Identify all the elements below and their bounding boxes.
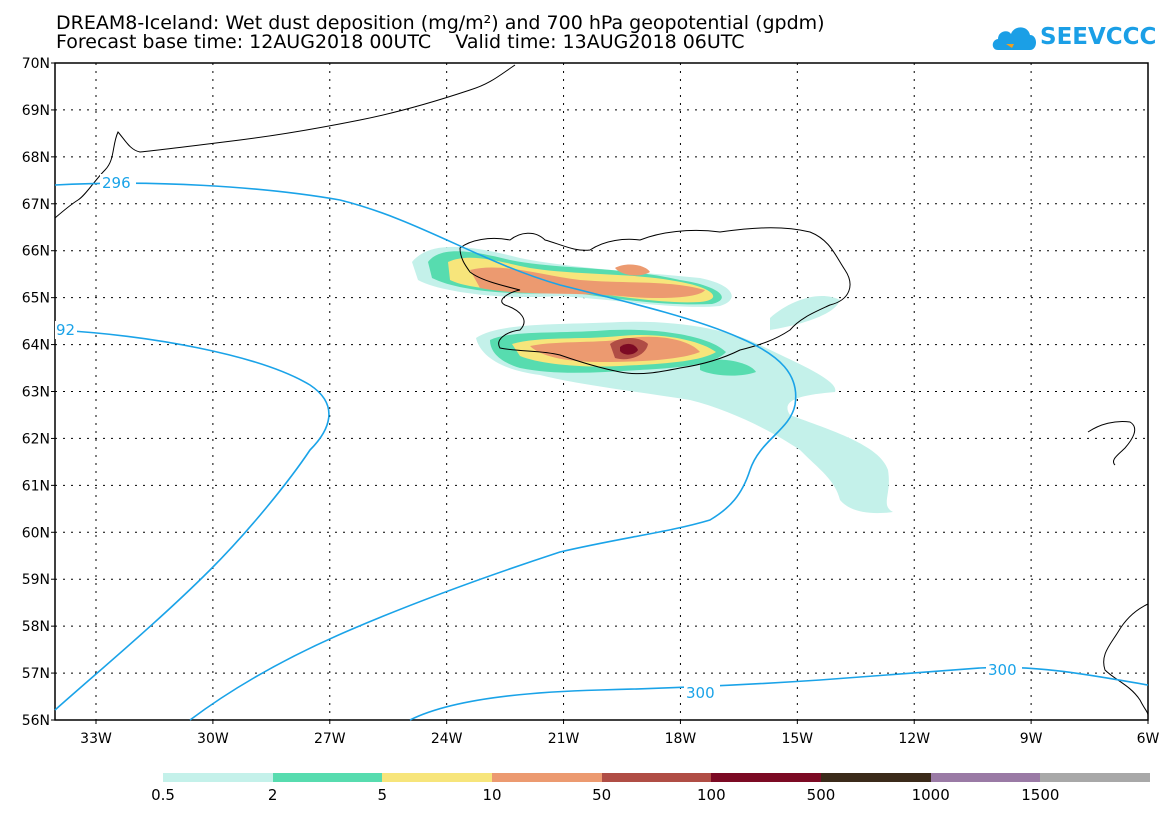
colorbar-label: 100 [697, 786, 726, 804]
latitude-tick-label: 69N [22, 103, 50, 119]
latitude-tick-label: 63N [22, 385, 50, 401]
contour-292 [54, 329, 330, 711]
longitude-tick-label: 12W [898, 731, 930, 747]
colorbar-label: 10 [482, 786, 502, 804]
faroe-islands-coast [1087, 421, 1136, 466]
dust-level-0.5 [770, 296, 840, 330]
longitude-tick-label: 24W [431, 731, 463, 747]
colorbar-swatch [930, 773, 1041, 782]
longitude-tick-label: 30W [197, 731, 229, 747]
contour-label-300-east: 300 [988, 661, 1017, 679]
seevccc-logo: SEEVCCC [990, 18, 1156, 58]
logo-text: SEEVCCC [1040, 24, 1157, 50]
contour-labels: 296 92 300 300 [55, 174, 1022, 702]
colorbar-label: 500 [806, 786, 836, 804]
latitude-tick-label: 70N [22, 56, 50, 72]
chart-title: DREAM8-Iceland: Wet dust deposition (mg/… [56, 12, 825, 34]
iceland-coast [459, 227, 851, 375]
latitude-tick-label: 57N [22, 666, 50, 682]
scotland-coast [1103, 603, 1149, 716]
greenland-coast [54, 64, 516, 219]
colorbar-swatch [821, 773, 931, 782]
longitude-tick-label: 33W [80, 731, 112, 747]
colorbar-label: 1500 [1021, 786, 1060, 804]
contour-296 [54, 182, 797, 721]
colorbar-label: 50 [592, 786, 612, 804]
colorbar-swatch [272, 773, 383, 782]
colorbar-label: 2 [267, 786, 278, 804]
latitude-tick-label: 58N [22, 619, 50, 635]
longitude-tick-label: 9W [1020, 731, 1043, 747]
longitude-tick-label: 6W [1137, 731, 1160, 747]
contour-300 [409, 666, 1149, 721]
colorbar-swatch [382, 773, 493, 782]
dust-deposition-fields [412, 246, 893, 514]
longitude-tick-label: 15W [781, 731, 813, 747]
latitude-tick-label: 62N [22, 431, 50, 447]
colorbar-swatch [492, 773, 602, 782]
contour-label-92: 92 [56, 321, 75, 339]
colorbar-swatch [163, 773, 273, 782]
latitude-tick-label: 60N [22, 525, 50, 541]
colorbar-swatch [601, 773, 712, 782]
coastlines [54, 64, 1149, 716]
colorbar [163, 773, 1151, 782]
latitude-tick-label: 61N [22, 478, 50, 494]
longitude-tick-label: 27W [314, 731, 346, 747]
colorbar-label: 5 [377, 786, 388, 804]
latitude-tick-label: 65N [22, 291, 50, 307]
chart-subtitle: Forecast base time: 12AUG2018 00UTC Vali… [56, 31, 745, 53]
latitude-tick-label: 68N [22, 150, 50, 166]
latitude-tick-label: 59N [22, 572, 50, 588]
cloud-icon [992, 27, 1036, 50]
colorbar-label: 0.5 [151, 786, 175, 804]
colorbar-swatch [1040, 773, 1151, 782]
latitude-tick-label: 64N [22, 338, 50, 354]
contour-label-296: 296 [102, 174, 131, 192]
latitude-tick-label: 66N [22, 244, 50, 260]
colorbar-swatch [711, 773, 822, 782]
longitude-tick-label: 18W [665, 731, 697, 747]
dust-level-10 [615, 264, 650, 276]
geopotential-contours [54, 182, 1149, 721]
colorbar-label: 1000 [911, 786, 950, 804]
latitude-tick-label: 56N [22, 713, 50, 729]
axis-ticks: 70N 69N 68N 67N 66N 65N 64N 63N 62N 61N 60N 59N 58N 5… [22, 56, 1160, 747]
graticule [55, 63, 1148, 720]
latitude-tick-label: 67N [22, 197, 50, 213]
longitude-tick-label: 21W [548, 731, 580, 747]
dust-level-100 [620, 343, 638, 355]
contour-label-300-south: 300 [686, 684, 715, 702]
dust-level-2 [700, 359, 756, 376]
